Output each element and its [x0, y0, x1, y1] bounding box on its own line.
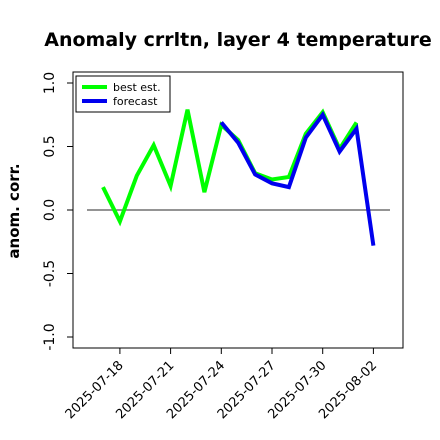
series-line-forecast	[219, 110, 376, 246]
series-line-best-est	[101, 108, 359, 227]
y-axis-label: anom. corr.	[5, 163, 23, 258]
y-tick-label: 0.0	[42, 199, 58, 221]
chart-title: Anomaly crrltn, layer 4 temperature	[44, 29, 432, 51]
legend-box	[75, 75, 171, 113]
legend-label: best est.	[113, 81, 161, 94]
y-tick-label: -1.0	[42, 323, 58, 350]
legend-label: forecast	[113, 95, 158, 108]
legend: best est.forecast	[75, 75, 171, 113]
y-tick-label: 0.5	[42, 135, 58, 157]
y-tick-label: -0.5	[42, 260, 58, 287]
y-tick-label: 1.0	[42, 72, 58, 94]
